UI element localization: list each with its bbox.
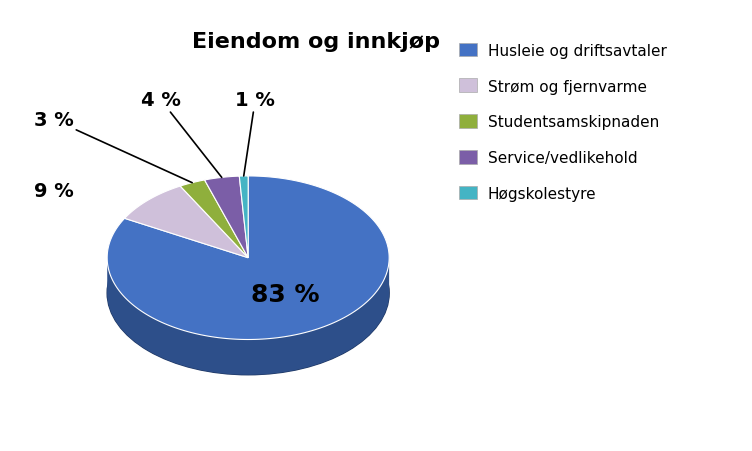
- Polygon shape: [108, 256, 389, 375]
- Legend: Husleie og driftsavtaler, Strøm og fjernvarme, Studentsamskipnaden, Service/vedl: Husleie og driftsavtaler, Strøm og fjern…: [459, 44, 667, 201]
- Text: 9 %: 9 %: [34, 181, 74, 200]
- Text: 83 %: 83 %: [251, 283, 320, 307]
- Text: 1 %: 1 %: [235, 91, 275, 177]
- Text: Eiendom og innkjøp: Eiendom og innkjøp: [192, 32, 440, 51]
- Polygon shape: [180, 180, 248, 258]
- Text: 4 %: 4 %: [141, 91, 222, 178]
- Polygon shape: [125, 187, 248, 258]
- Ellipse shape: [107, 212, 390, 375]
- Polygon shape: [205, 177, 248, 258]
- Polygon shape: [239, 176, 248, 258]
- Polygon shape: [108, 176, 389, 340]
- Text: 3 %: 3 %: [34, 111, 193, 183]
